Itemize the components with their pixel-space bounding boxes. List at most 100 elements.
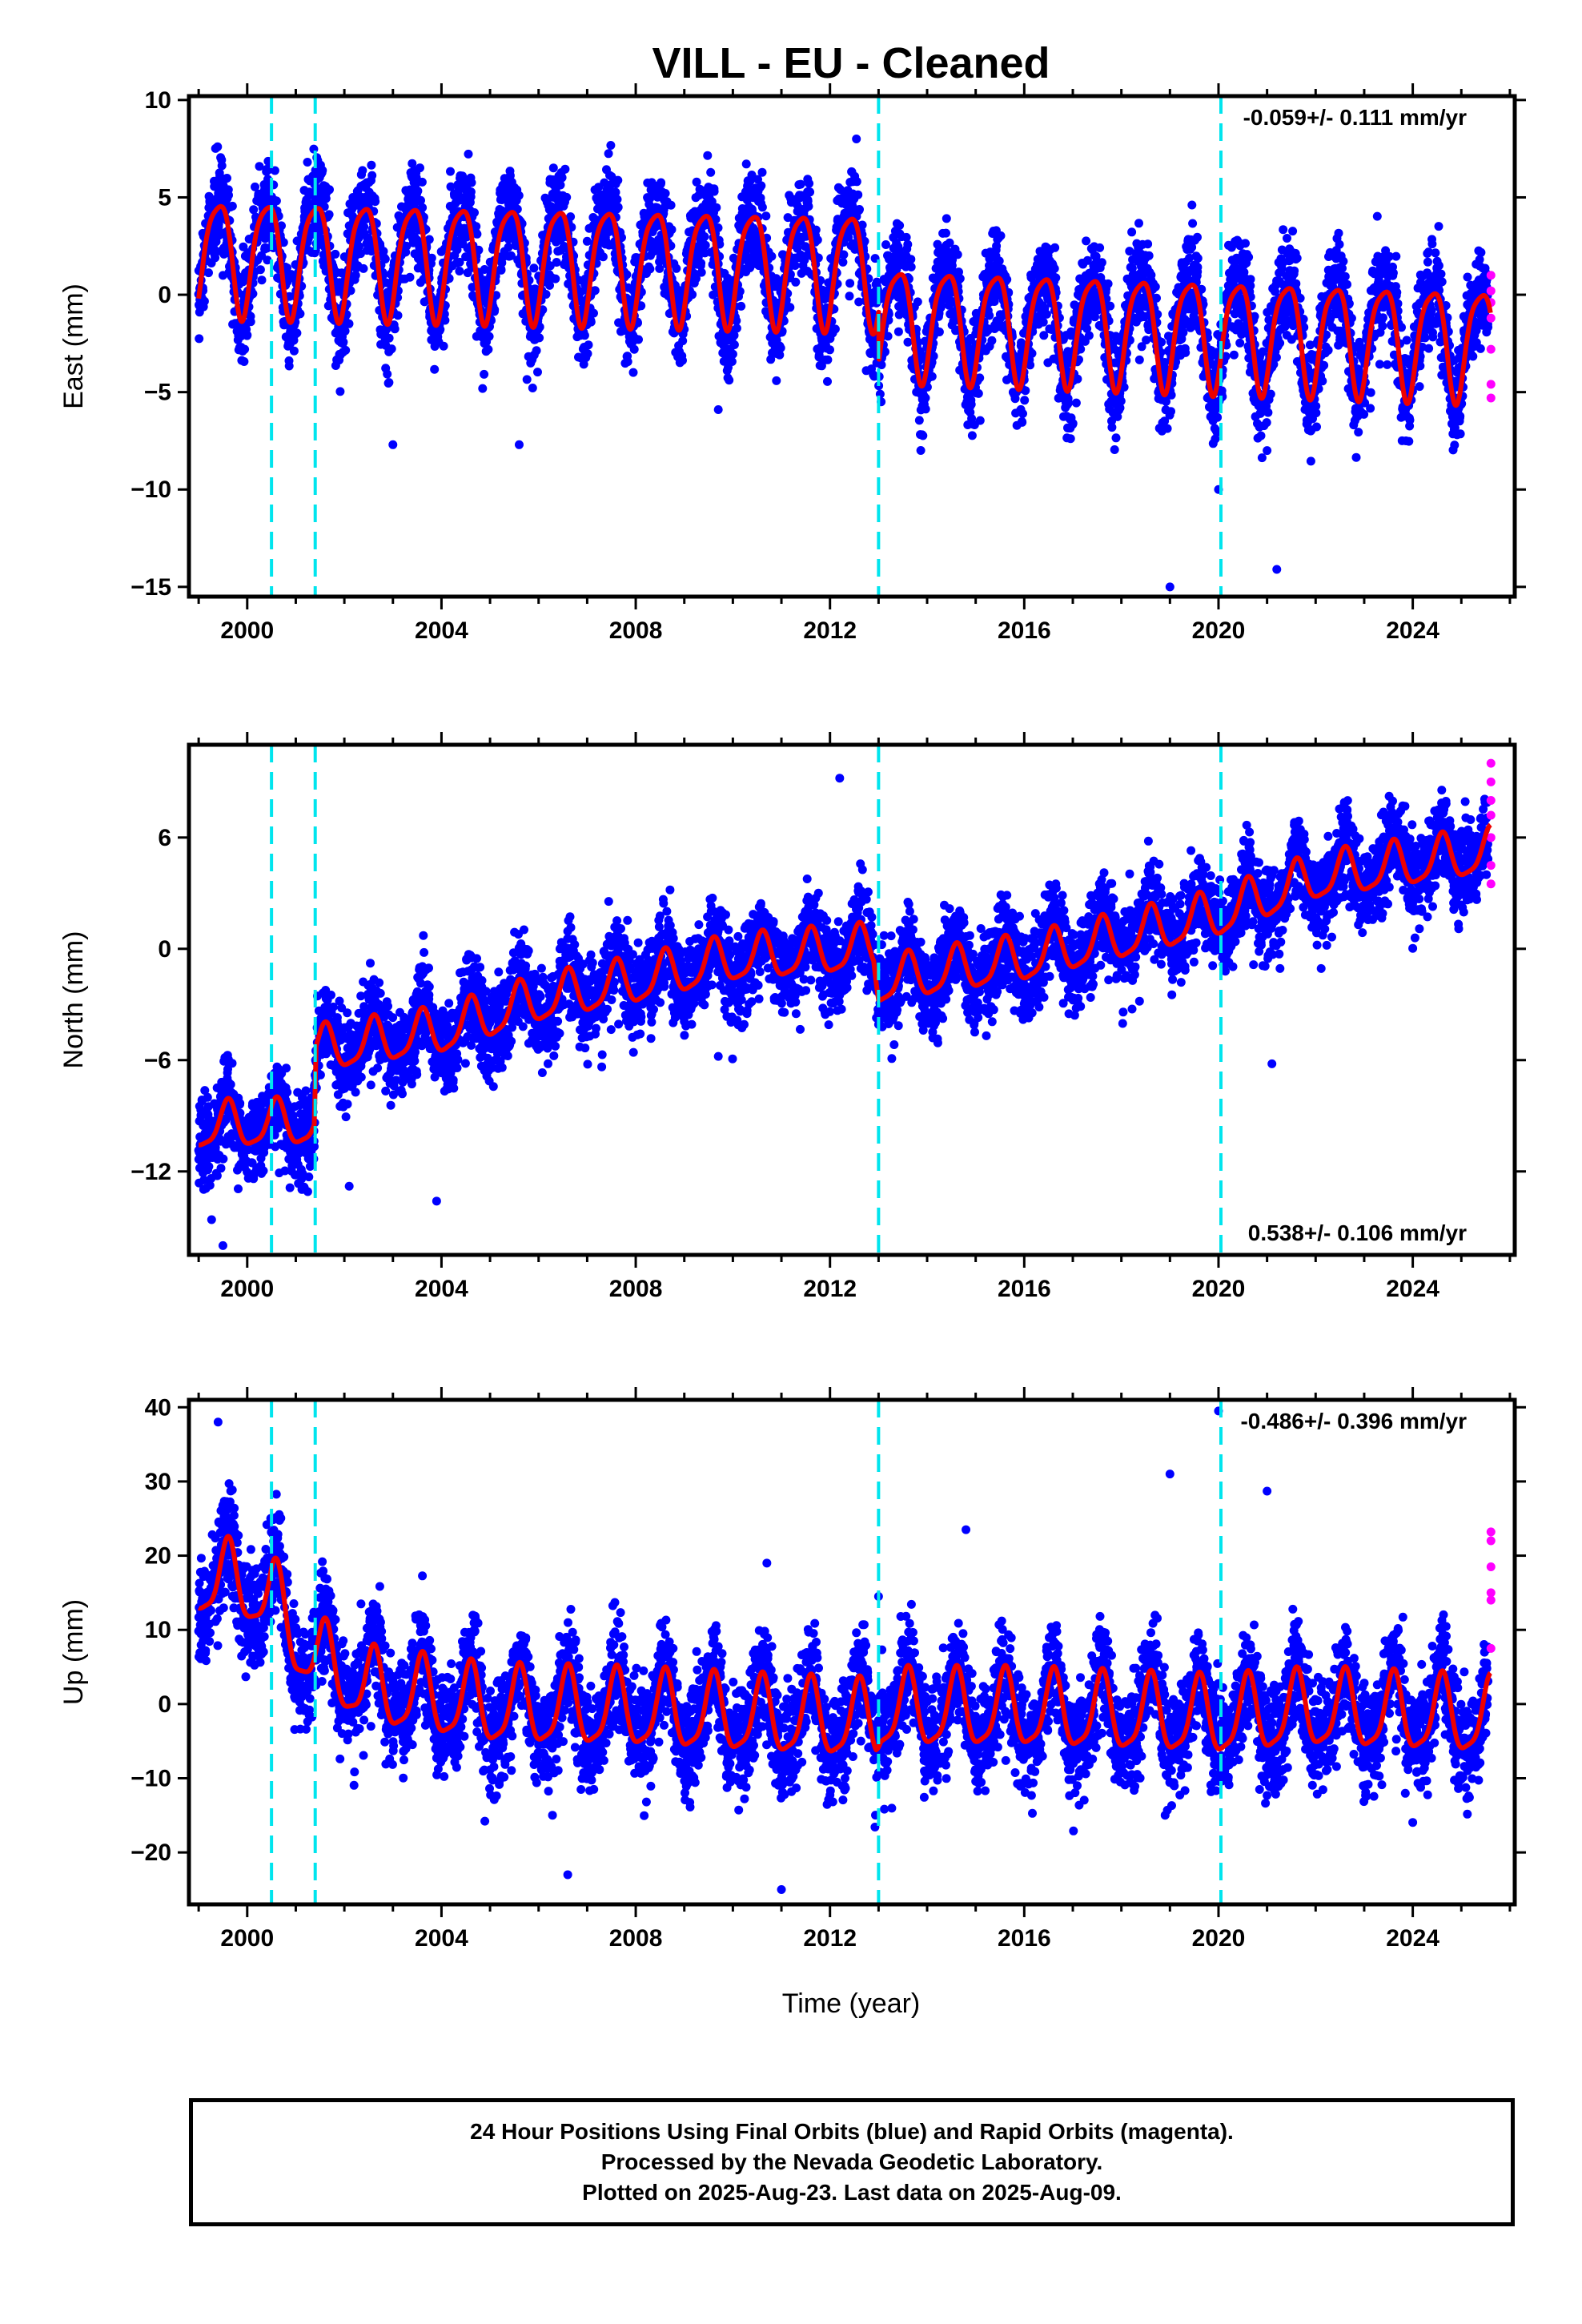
final-point xyxy=(1097,258,1106,267)
final-point xyxy=(580,331,589,340)
final-point xyxy=(446,167,455,176)
final-point xyxy=(612,195,622,204)
final-point xyxy=(1051,273,1061,283)
final-point xyxy=(560,164,570,174)
final-point xyxy=(371,197,380,207)
final-point xyxy=(967,431,977,440)
final-point xyxy=(367,160,376,170)
final-point xyxy=(474,245,484,255)
final-point xyxy=(284,361,294,371)
final-point xyxy=(344,319,354,328)
final-point xyxy=(529,263,539,273)
final-point xyxy=(692,177,701,187)
final-point xyxy=(1256,431,1266,440)
final-point xyxy=(355,242,363,251)
final-point xyxy=(199,296,209,306)
final-point xyxy=(852,135,861,143)
final-point xyxy=(1241,239,1250,248)
final-point xyxy=(1193,232,1202,242)
final-point xyxy=(582,236,592,246)
final-point xyxy=(339,337,348,347)
final-point xyxy=(324,210,334,219)
final-point xyxy=(211,253,220,263)
final-point xyxy=(484,332,494,341)
final-point xyxy=(239,242,248,251)
final-point xyxy=(678,336,688,346)
final-point xyxy=(692,274,701,283)
final-point xyxy=(380,255,390,263)
final-point xyxy=(823,355,833,364)
final-point xyxy=(934,328,944,336)
final-point xyxy=(383,369,392,379)
final-point xyxy=(1178,328,1188,337)
final-point xyxy=(1144,251,1154,260)
final-point xyxy=(204,268,213,278)
final-point xyxy=(470,208,479,217)
final-point xyxy=(295,309,305,319)
final-point xyxy=(1143,239,1153,249)
final-point xyxy=(661,189,670,198)
final-point xyxy=(223,174,231,183)
final-point xyxy=(701,240,710,250)
final-point xyxy=(772,376,781,385)
final-point xyxy=(467,178,476,187)
final-point xyxy=(548,163,558,173)
final-point xyxy=(1127,227,1137,237)
final-point xyxy=(622,270,632,279)
final-point xyxy=(766,355,776,364)
final-point xyxy=(776,344,785,352)
final-point xyxy=(440,316,450,325)
final-point xyxy=(1193,263,1203,272)
final-point xyxy=(1050,263,1059,273)
final-point xyxy=(916,446,926,455)
final-point xyxy=(975,416,985,425)
final-point xyxy=(1110,445,1119,454)
final-point xyxy=(811,225,821,235)
final-point xyxy=(921,393,930,403)
final-point xyxy=(697,259,706,268)
final-point xyxy=(551,274,560,283)
final-point xyxy=(655,263,665,273)
final-point xyxy=(279,238,288,247)
final-point xyxy=(390,324,400,334)
final-point xyxy=(1134,219,1143,228)
final-point xyxy=(405,272,415,282)
final-point xyxy=(579,360,588,369)
final-point xyxy=(522,375,532,384)
final-point xyxy=(584,340,593,350)
final-point xyxy=(839,250,849,259)
final-point xyxy=(613,175,623,185)
final-point xyxy=(825,345,834,355)
final-point xyxy=(830,324,840,334)
final-point xyxy=(417,177,427,187)
final-point xyxy=(402,241,412,251)
final-point xyxy=(1244,252,1254,262)
final-point xyxy=(255,162,264,171)
final-point xyxy=(728,349,737,359)
final-point xyxy=(255,265,265,275)
final-point xyxy=(729,331,739,340)
final-point xyxy=(251,182,259,191)
final-point xyxy=(1018,417,1027,427)
final-point xyxy=(805,187,815,197)
final-point xyxy=(634,335,643,344)
final-point xyxy=(1103,279,1113,288)
final-point xyxy=(1229,350,1239,360)
final-point xyxy=(966,400,976,409)
final-point xyxy=(528,384,537,392)
final-point xyxy=(823,376,832,386)
final-point xyxy=(629,344,639,354)
final-point xyxy=(1038,317,1048,327)
final-point xyxy=(757,167,767,177)
final-point xyxy=(953,250,962,259)
final-point xyxy=(504,243,513,252)
final-point xyxy=(535,322,544,332)
final-point xyxy=(340,326,350,336)
final-point xyxy=(227,201,237,211)
final-point xyxy=(757,203,767,212)
chart-title: VILL - EU - Cleaned xyxy=(652,39,1050,87)
final-point xyxy=(566,212,576,222)
final-point xyxy=(1020,396,1030,405)
final-point xyxy=(416,163,424,173)
